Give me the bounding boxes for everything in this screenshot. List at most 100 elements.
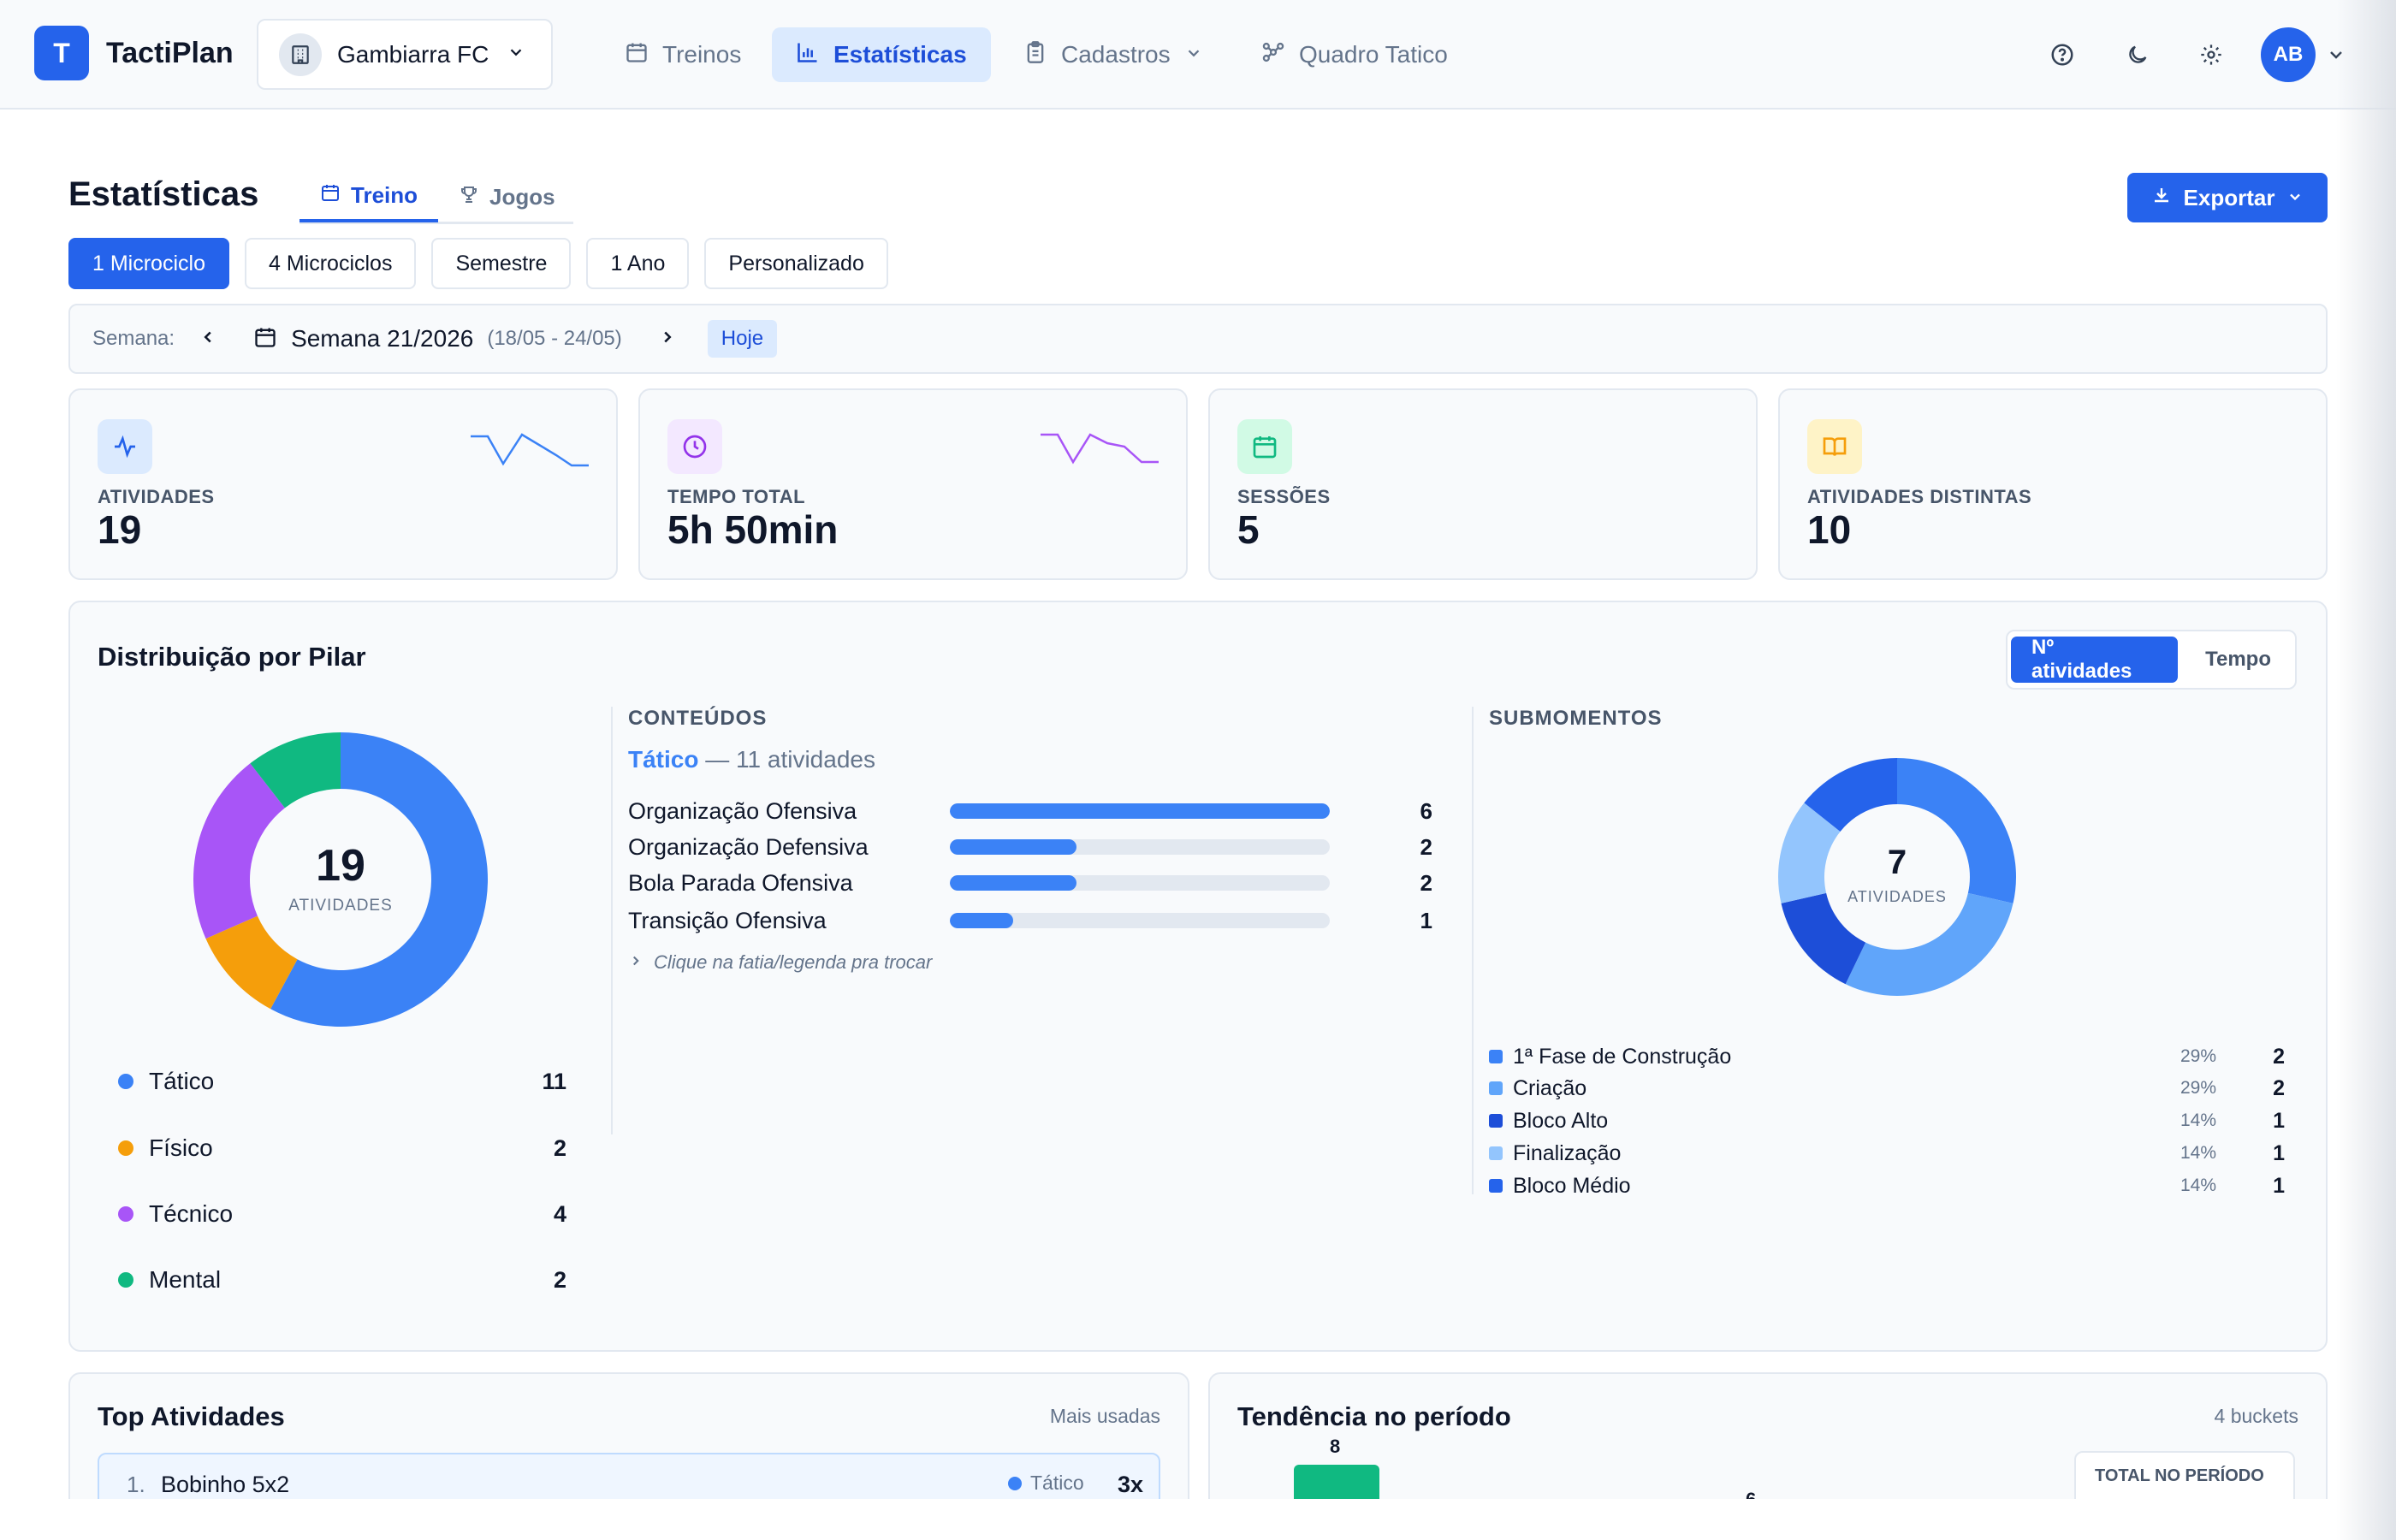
- submoment-item[interactable]: Bloco Alto 14% 1: [1489, 1106, 2285, 1135]
- content-bar-track: [950, 803, 1330, 819]
- chevron-left-icon[interactable]: [199, 328, 217, 351]
- toggle-tempo[interactable]: Tempo: [2205, 648, 2271, 671]
- stat-card-atividades-distintas: ATIVIDADES DISTINTAS 10: [1778, 388, 2328, 580]
- toggle-n-atividades[interactable]: Nº atividades: [2011, 636, 2179, 683]
- gear-icon[interactable]: [2194, 38, 2228, 72]
- submoments-section: SUBMOMENTOS 7 ATIVIDADES 1ª Fase de Cons…: [1472, 707, 2293, 1198]
- panel-title: Distribuição por Pilar: [98, 642, 366, 672]
- chevron-right-icon[interactable]: [658, 328, 677, 351]
- stat-card-sessoes: SESSÕES 5: [1208, 388, 1758, 580]
- submoment-value: 1: [2273, 1140, 2285, 1165]
- activity-count: 3x: [1117, 1472, 1143, 1497]
- submoment-item[interactable]: Finalização 14% 1: [1489, 1139, 2285, 1168]
- nav-estatisticas[interactable]: Estatísticas: [772, 27, 991, 82]
- team-name: Gambiarra FC: [337, 40, 489, 68]
- legend-value: 2: [553, 1266, 566, 1293]
- submoments-heading: SUBMOMENTOS: [1489, 707, 1663, 730]
- pillar-donut-svg: [193, 732, 488, 1027]
- content-bar-fill: [950, 875, 1076, 891]
- content-name: Bola Parada Ofensiva: [628, 869, 853, 896]
- pillar-slice-mental[interactable]: [250, 732, 341, 808]
- stat-value: 5h 50min: [667, 507, 839, 552]
- activity-icon: [98, 419, 152, 474]
- legend-item-tatico[interactable]: Tático 11: [118, 1064, 566, 1099]
- sparkline-time: [1041, 433, 1159, 465]
- export-button[interactable]: Exportar: [2127, 173, 2328, 222]
- content-name: Transição Ofensiva: [628, 907, 827, 933]
- legend-dot: [118, 1272, 133, 1288]
- submoment-item[interactable]: Bloco Médio 14% 1: [1489, 1171, 2285, 1200]
- panel-title: Top Atividades: [98, 1401, 285, 1431]
- legend-value: 11: [542, 1068, 566, 1094]
- hint-text: Clique na fatia/legenda pra trocar: [654, 951, 933, 973]
- nav-label: Cadastros: [1061, 41, 1171, 68]
- content-bar-track: [950, 875, 1330, 891]
- period-semestre[interactable]: Semestre: [431, 238, 572, 289]
- submoment-value: 2: [2273, 1075, 2285, 1100]
- calendar-icon: [320, 182, 341, 209]
- stat-label: ATIVIDADES: [98, 486, 215, 507]
- submoment-item[interactable]: Criação 29% 2: [1489, 1074, 2285, 1103]
- pillar-slice-tático[interactable]: [270, 732, 488, 1027]
- chevron-down-icon: [2286, 185, 2304, 211]
- pillar-slice-físico[interactable]: [205, 915, 298, 1010]
- period-1-ano[interactable]: 1 Ano: [586, 238, 690, 289]
- legend-dot: [118, 1206, 133, 1222]
- donut-total-label: ATIVIDADES: [288, 897, 393, 915]
- content-row: Organização Defensiva 2: [628, 830, 1432, 864]
- legend-item-mental[interactable]: Mental 2: [118, 1263, 566, 1297]
- app-logo[interactable]: T: [34, 26, 89, 80]
- pillar-slice-técnico[interactable]: [193, 763, 285, 939]
- nav-label: Estatísticas: [833, 41, 967, 68]
- content-bar-track: [950, 913, 1330, 928]
- legend-item-tecnico[interactable]: Técnico 4: [118, 1197, 566, 1231]
- week-label: Semana:: [92, 327, 175, 350]
- submoment-item[interactable]: 1ª Fase de Construção 29% 2: [1489, 1042, 2285, 1071]
- nav-label: Treinos: [662, 41, 742, 68]
- metric-toggle: Nº atividades Tempo: [2006, 630, 2297, 690]
- moon-icon[interactable]: [2120, 38, 2155, 72]
- content-row: Transição Ofensiva 1: [628, 903, 1432, 938]
- week-name[interactable]: Semana 21/2026: [291, 325, 474, 352]
- submoment-slice-finalização[interactable]: [1778, 803, 1841, 903]
- nav-quadro-tatico[interactable]: Quadro Tatico: [1237, 27, 1472, 82]
- nav-treinos[interactable]: Treinos: [601, 27, 765, 82]
- submoment-slice-criação[interactable]: [1845, 892, 2013, 996]
- submoment-pct: 29%: [2180, 1046, 2216, 1066]
- today-button[interactable]: Hoje: [707, 320, 778, 358]
- legend-item-fisico[interactable]: Físico 2: [118, 1131, 566, 1165]
- week-range: (18/05 - 24/05): [487, 327, 622, 350]
- period-4-microciclos[interactable]: 4 Microciclos: [244, 238, 417, 289]
- content-value: 1: [1420, 907, 1432, 933]
- nav-cadastros[interactable]: Cadastros: [999, 27, 1227, 82]
- period-1-microciclo[interactable]: 1 Microciclo: [68, 238, 229, 289]
- download-icon: [2151, 185, 2172, 211]
- bar-chart-icon: [796, 40, 820, 70]
- legend-dot: [118, 1140, 133, 1156]
- submoment-slice-1-fase-de-construção[interactable]: [1897, 758, 2016, 903]
- app-name: TactiPlan: [106, 37, 234, 69]
- submoment-value: 1: [2273, 1108, 2285, 1133]
- content-name: Organização Defensiva: [628, 833, 869, 860]
- stat-card-tempo-total: TEMPO TOTAL 5h 50min: [638, 388, 1188, 580]
- submoments-donut-svg: [1778, 758, 2016, 996]
- chevron-down-icon: [1184, 41, 1203, 68]
- week-navigator: Semana: Semana 21/2026 (18/05 - 24/05) H…: [68, 304, 2328, 374]
- legend-value: 2: [553, 1134, 566, 1161]
- period-selector: 1 Microciclo 4 Microciclos Semestre 1 An…: [68, 238, 888, 289]
- export-label: Exportar: [2183, 184, 2275, 210]
- tab-jogos[interactable]: Jogos: [438, 171, 576, 222]
- period-personalizado[interactable]: Personalizado: [704, 238, 888, 289]
- team-selector[interactable]: Gambiarra FC: [257, 19, 553, 90]
- pillar-donut: 19 ATIVIDADES: [193, 732, 488, 1027]
- submoment-slice-bloco-médio[interactable]: [1804, 758, 1897, 832]
- tab-treino[interactable]: Treino: [300, 171, 439, 222]
- help-icon[interactable]: [2045, 38, 2079, 72]
- content-name: Organização Ofensiva: [628, 797, 857, 824]
- legend-dot: [118, 1074, 133, 1089]
- avatar[interactable]: AB: [2261, 27, 2316, 82]
- trophy-icon: [459, 184, 479, 210]
- contents-pillar-name[interactable]: Tático: [628, 746, 699, 773]
- chevron-down-icon[interactable]: [2326, 44, 2346, 69]
- submoment-slice-bloco-alto[interactable]: [1781, 892, 1866, 985]
